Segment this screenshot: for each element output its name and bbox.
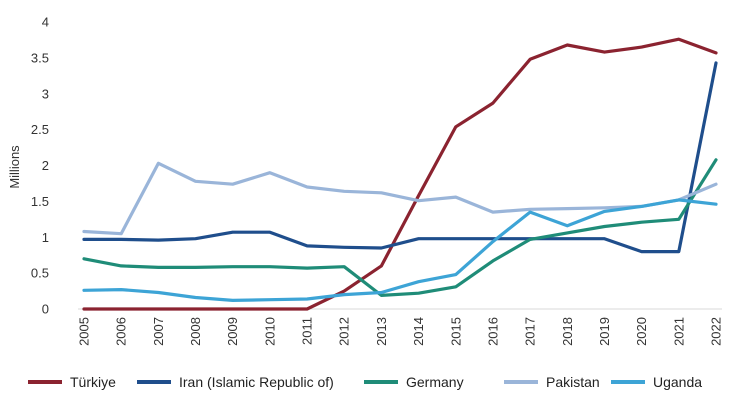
x-tick-label: 2010 (262, 317, 277, 346)
series-line-iran-islamic-republic-of (82, 61, 718, 254)
y-axis-label-group: Millions (7, 145, 22, 189)
x-tick-label: 2006 (114, 317, 129, 346)
x-tick-labels: 2005 2006 2007 2008 2009 2010 2011 2012 2013 2014… (77, 317, 724, 346)
x-tick-label: 2022 (709, 317, 724, 346)
x-tick-label: 2019 (597, 317, 612, 346)
x-tick-label: 2011 (300, 317, 315, 345)
x-tick-label: 2018 (560, 317, 575, 346)
x-tick-label: 2012 (337, 317, 352, 346)
x-tick-label: 2015 (448, 317, 463, 346)
x-tick-label: 2014 (411, 317, 426, 346)
legend-label: Uganda (653, 374, 702, 390)
x-tick-label: 2007 (151, 317, 166, 346)
x-tick-label: 2016 (485, 317, 500, 346)
series-line-pakistan (82, 161, 718, 236)
x-tick-label: 2009 (225, 317, 240, 346)
x-tick-label: 2020 (634, 317, 649, 346)
x-tick-label: 2013 (374, 317, 389, 346)
legend: Türkiye Iran (Islamic Republic of) Germany… (28, 374, 702, 390)
y-axis-label: Millions (7, 145, 22, 189)
y-tick-label: 2 (42, 158, 49, 173)
y-tick-label: 1.5 (31, 194, 49, 209)
series-line-germany (82, 158, 718, 297)
y-tick-label: 3 (42, 86, 49, 101)
x-tick-label: 2021 (671, 317, 686, 346)
y-tick-label: 4 (42, 15, 49, 30)
series-line-uganda (82, 198, 718, 302)
legend-label: Germany (406, 374, 464, 390)
y-tick-label: 2.5 (31, 122, 49, 137)
series-line-t-rkiye (82, 37, 718, 311)
x-tick-label: 2005 (77, 317, 92, 346)
y-tick-labels: 0 0.5 1 1.5 2 2.5 3 3.5 4 (31, 15, 49, 317)
x-tick-label: 2008 (188, 317, 203, 346)
legend-label: Pakistan (546, 374, 600, 390)
y-tick-label: 3.5 (31, 50, 49, 65)
series-lines (82, 37, 718, 311)
y-tick-label: 0.5 (31, 266, 49, 281)
legend-label: Türkiye (70, 374, 116, 390)
x-tick-label: 2017 (523, 317, 538, 346)
legend-label: Iran (Islamic Republic of) (179, 374, 334, 390)
y-tick-label: 0 (42, 302, 49, 317)
y-tick-label: 1 (42, 230, 49, 245)
